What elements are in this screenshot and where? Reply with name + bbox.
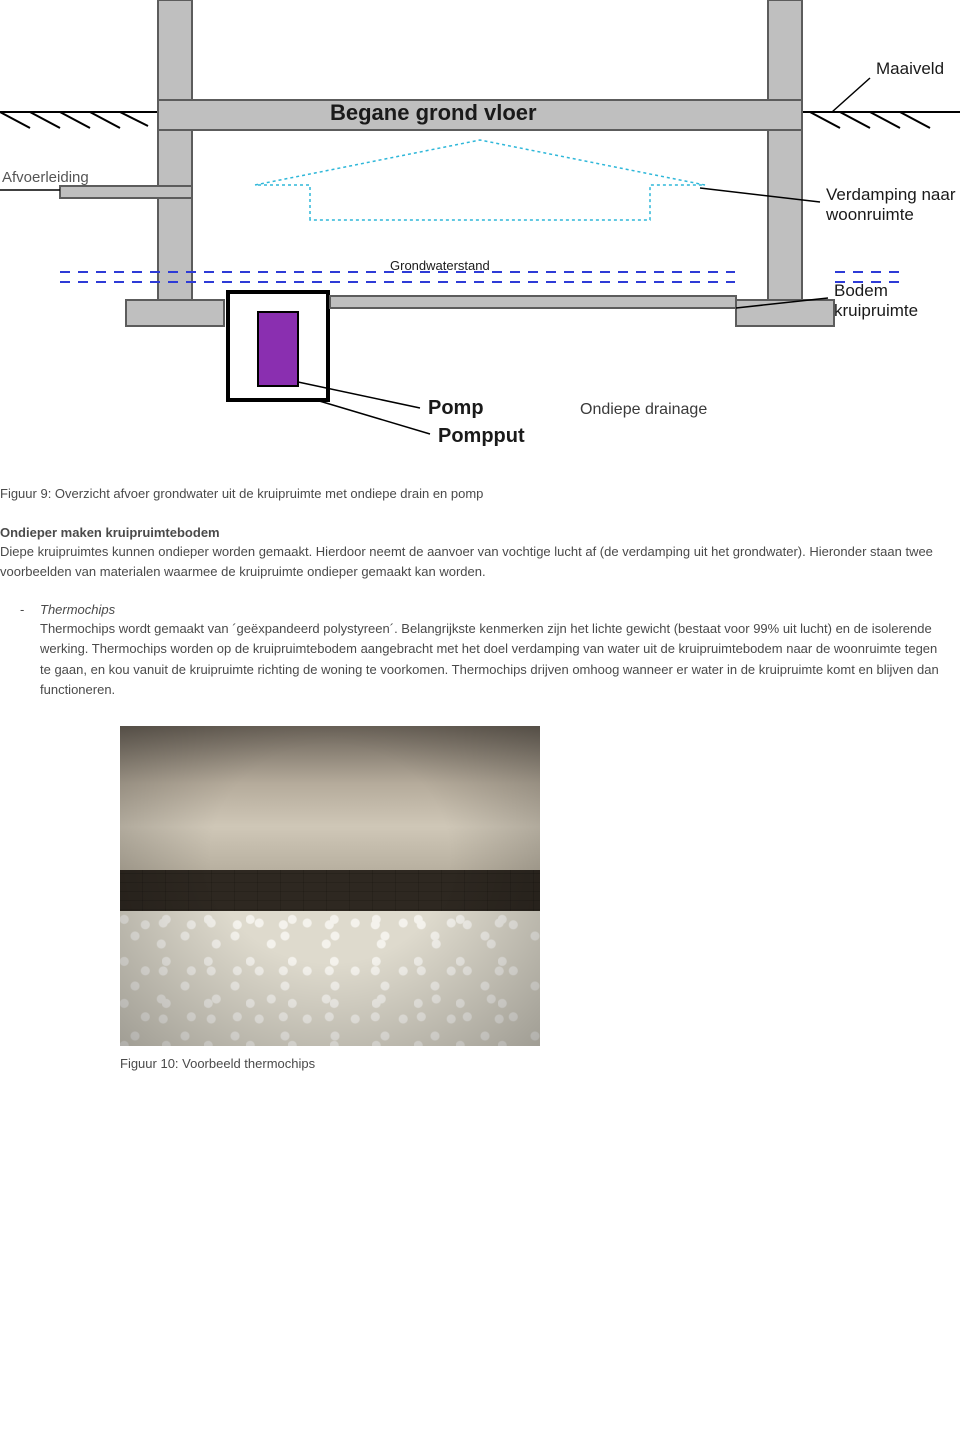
list-dash: - bbox=[20, 602, 24, 617]
label-begane-grond-vloer: Begane grond vloer bbox=[330, 100, 537, 125]
label-ondiepe-drainage: Ondiepe drainage bbox=[580, 401, 707, 418]
thermochips-photo bbox=[120, 726, 540, 1046]
figure10-caption: Figuur 10: Voorbeeld thermochips bbox=[120, 1056, 540, 1071]
list-item-thermochips: - Thermochips Thermochips wordt gemaakt … bbox=[0, 602, 940, 700]
label-pompput: Pompput bbox=[438, 425, 525, 447]
label-pomp: Pomp bbox=[428, 397, 484, 419]
label-bodem-l1: Bodem bbox=[834, 281, 888, 300]
intro-paragraph: Diepe kruipruimtes kunnen ondieper worde… bbox=[0, 542, 940, 582]
label-afvoerleiding: Afvoerleiding bbox=[2, 169, 89, 186]
label-grondwaterstand: Grondwaterstand bbox=[390, 258, 490, 273]
section-heading: Ondieper maken kruipruimtebodem bbox=[0, 525, 940, 540]
label-verdamping-l2: woonruimte bbox=[825, 205, 914, 224]
list-item-title: Thermochips bbox=[40, 602, 940, 617]
figure9-caption: Figuur 9: Overzicht afvoer grondwater ui… bbox=[0, 486, 940, 501]
list-item-body: Thermochips wordt gemaakt van ´geëxpande… bbox=[40, 621, 939, 696]
label-maaiveld: Maaiveld bbox=[876, 59, 944, 78]
label-verdamping-l1: Verdamping naar bbox=[826, 185, 956, 204]
label-bodem-l2: kruipruimte bbox=[834, 301, 918, 320]
crawlspace-diagram: Maaiveld Begane grond vloer Afvoerleidin… bbox=[0, 0, 960, 480]
